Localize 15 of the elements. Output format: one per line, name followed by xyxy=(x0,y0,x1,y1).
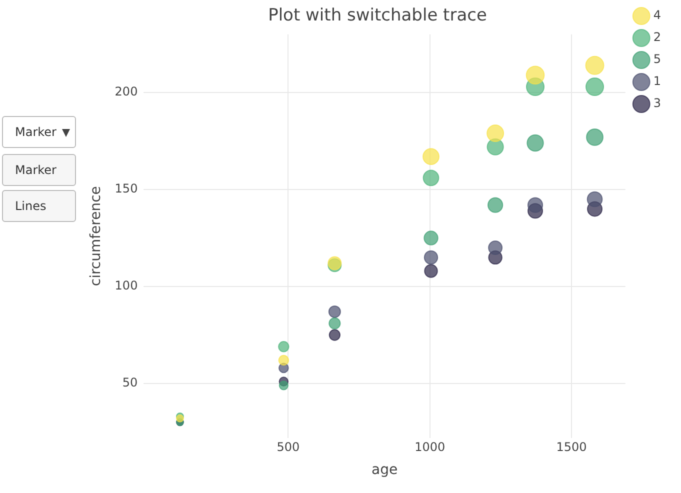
y-tick-label: 50 xyxy=(122,376,138,390)
legend-label: 2 xyxy=(653,30,662,44)
y-tick-label: 200 xyxy=(114,84,138,99)
y-axis-title: circumference xyxy=(88,186,104,286)
x-tick-label: 1500 xyxy=(556,440,587,454)
y-tick-label: 150 xyxy=(114,182,138,196)
x-tick-label: 1000 xyxy=(414,440,446,454)
legend-label: 1 xyxy=(653,74,662,88)
legend-label: 3 xyxy=(653,96,662,110)
x-tick-label: 500 xyxy=(276,440,300,454)
x-axis-title: age xyxy=(371,462,398,478)
y-tick-label: 100 xyxy=(114,278,138,293)
legend-label: 4 xyxy=(653,8,662,22)
chart-title: Plot with switchable trace xyxy=(268,6,487,26)
legend-label: 5 xyxy=(653,52,662,66)
